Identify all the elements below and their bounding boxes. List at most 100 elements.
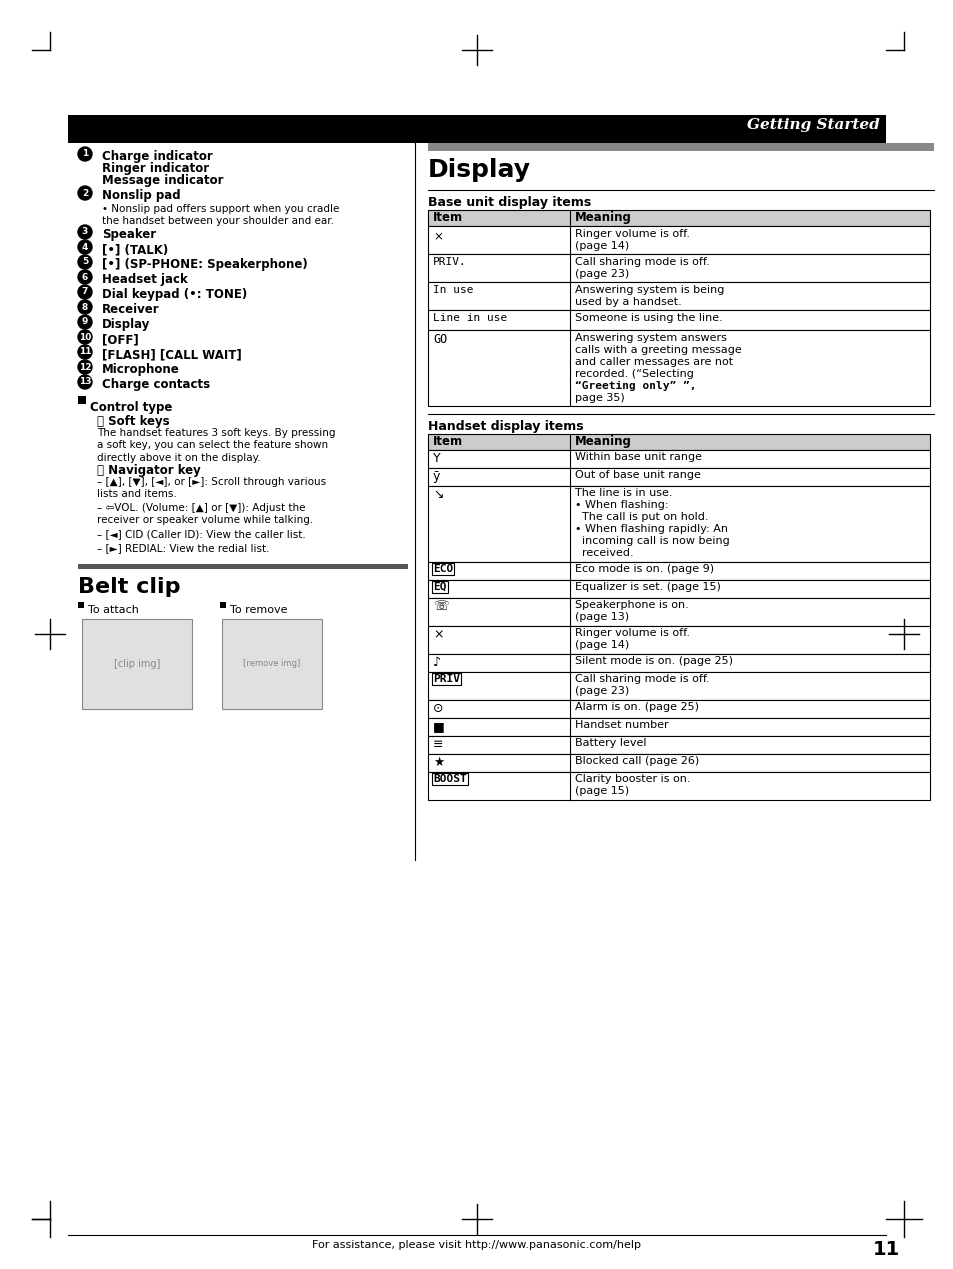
Bar <box>78 396 86 404</box>
Text: – ⇦VOL. (Volume: [▲] or [▼]): Adjust the
receiver or speaker volume while talkin: – ⇦VOL. (Volume: [▲] or [▼]): Adjust the… <box>97 503 313 525</box>
Text: [remove img]: [remove img] <box>243 660 300 669</box>
Bar <box>428 434 929 450</box>
Text: Ringer indicator: Ringer indicator <box>102 162 209 175</box>
Bar <box>428 718 929 736</box>
Text: Eco mode is on. (page 9): Eco mode is on. (page 9) <box>575 563 714 574</box>
Text: (page 23): (page 23) <box>575 269 629 279</box>
Text: PRIV: PRIV <box>433 674 459 684</box>
Text: incoming call is now being: incoming call is now being <box>575 536 729 546</box>
Text: For assistance, please visit http://www.panasonic.com/help: For assistance, please visit http://www.… <box>313 1240 640 1250</box>
Text: Base unit display items: Base unit display items <box>428 195 591 209</box>
Text: Ⓐ Soft keys: Ⓐ Soft keys <box>97 415 170 428</box>
Text: Clarity booster is on.: Clarity booster is on. <box>575 774 690 784</box>
Text: (page 23): (page 23) <box>575 687 629 695</box>
Text: Within base unit range: Within base unit range <box>575 452 701 462</box>
Text: Line in use: Line in use <box>433 313 507 324</box>
Text: calls with a greeting message: calls with a greeting message <box>575 345 741 355</box>
Bar <box>428 310 929 330</box>
Text: ⨯: ⨯ <box>433 628 443 641</box>
Text: The line is in use.: The line is in use. <box>575 489 672 497</box>
Bar <box>68 115 885 143</box>
Bar <box>82 619 192 709</box>
Text: Handset display items: Handset display items <box>428 420 583 433</box>
Text: and caller messages are not: and caller messages are not <box>575 357 732 367</box>
Bar <box>428 330 929 406</box>
Text: Belt clip: Belt clip <box>78 577 180 596</box>
Text: ■: ■ <box>433 720 444 733</box>
Text: 6: 6 <box>82 273 88 282</box>
Bar <box>428 450 929 468</box>
Text: ⊙: ⊙ <box>433 702 443 714</box>
Text: ECO: ECO <box>433 563 453 574</box>
Text: “Greeting only” ”,: “Greeting only” ”, <box>575 381 696 391</box>
Text: page 35): page 35) <box>575 393 624 404</box>
Text: BOOST: BOOST <box>433 774 466 784</box>
Text: Speaker: Speaker <box>102 228 156 241</box>
Bar <box>428 736 929 754</box>
Bar <box>428 282 929 310</box>
Text: ⨯: ⨯ <box>433 228 442 242</box>
Text: Someone is using the line.: Someone is using the line. <box>575 313 722 324</box>
Text: Call sharing mode is off.: Call sharing mode is off. <box>575 674 709 684</box>
Text: Dial keypad (•: TONE): Dial keypad (•: TONE) <box>102 288 247 301</box>
Text: [OFF]: [OFF] <box>102 332 138 346</box>
Text: ♪: ♪ <box>433 656 440 669</box>
Bar <box>78 563 408 569</box>
Text: (page 14): (page 14) <box>575 241 629 251</box>
Text: Display: Display <box>428 159 531 181</box>
Circle shape <box>78 360 91 374</box>
Text: Handset number: Handset number <box>575 720 668 730</box>
Text: 8: 8 <box>82 302 88 311</box>
Circle shape <box>78 187 91 201</box>
Text: (page 15): (page 15) <box>575 786 628 796</box>
Text: • When flashing rapidly: An: • When flashing rapidly: An <box>575 524 727 534</box>
Bar <box>428 754 929 772</box>
Bar <box>428 486 929 562</box>
Text: Speakerphone is on.: Speakerphone is on. <box>575 600 688 610</box>
Bar <box>428 143 933 151</box>
Circle shape <box>78 270 91 284</box>
Text: Call sharing mode is off.: Call sharing mode is off. <box>575 258 709 266</box>
Text: 10: 10 <box>79 332 91 341</box>
Circle shape <box>78 299 91 313</box>
Text: Y: Y <box>433 452 440 464</box>
Text: • When flashing:: • When flashing: <box>575 500 668 510</box>
Text: Display: Display <box>102 319 151 331</box>
Bar <box>428 254 929 282</box>
Text: Microphone: Microphone <box>102 363 179 376</box>
Text: 5: 5 <box>82 258 88 266</box>
Text: Item: Item <box>433 435 462 448</box>
Circle shape <box>78 225 91 239</box>
Text: In use: In use <box>433 286 473 294</box>
Text: 11: 11 <box>872 1240 899 1259</box>
Bar <box>222 619 322 709</box>
Text: Blocked call (page 26): Blocked call (page 26) <box>575 756 699 766</box>
Text: Getting Started: Getting Started <box>746 118 879 132</box>
Text: Receiver: Receiver <box>102 303 159 316</box>
Text: 11: 11 <box>79 348 91 357</box>
Text: To remove: To remove <box>230 605 287 615</box>
Text: Answering system is being: Answering system is being <box>575 286 723 294</box>
Bar <box>428 700 929 718</box>
Circle shape <box>78 315 91 329</box>
Text: [clip img]: [clip img] <box>113 659 160 669</box>
Text: 13: 13 <box>79 377 91 387</box>
Text: (page 14): (page 14) <box>575 640 629 650</box>
Text: [•] (TALK): [•] (TALK) <box>102 242 168 256</box>
Text: [FLASH] [CALL WAIT]: [FLASH] [CALL WAIT] <box>102 348 241 360</box>
Bar <box>428 562 929 580</box>
Text: used by a handset.: used by a handset. <box>575 297 681 307</box>
Text: Charge indicator: Charge indicator <box>102 150 213 162</box>
Bar <box>428 654 929 673</box>
Text: ≡: ≡ <box>433 739 443 751</box>
Text: The call is put on hold.: The call is put on hold. <box>575 511 708 522</box>
Text: Nonslip pad: Nonslip pad <box>102 189 180 202</box>
Text: 9: 9 <box>82 317 88 326</box>
Circle shape <box>78 286 91 299</box>
Text: ★: ★ <box>433 756 444 769</box>
Bar <box>428 209 929 226</box>
Bar <box>220 602 226 608</box>
Bar <box>428 772 929 799</box>
Text: The handset features 3 soft keys. By pressing
a soft key, you can select the fea: The handset features 3 soft keys. By pre… <box>97 428 335 463</box>
Text: received.: received. <box>575 548 633 558</box>
